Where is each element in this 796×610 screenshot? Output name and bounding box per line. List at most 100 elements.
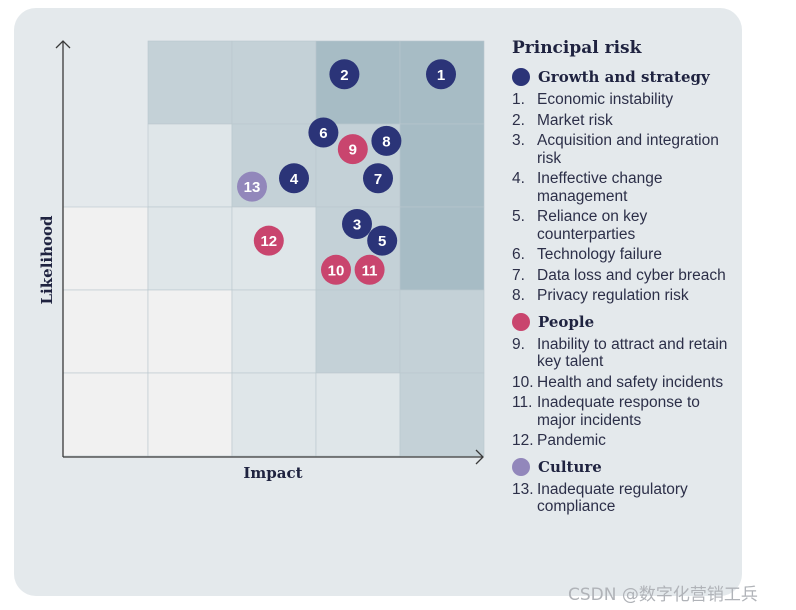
heat-cell xyxy=(315,372,401,457)
heat-cell xyxy=(399,289,485,374)
risk-point-5: 5 xyxy=(367,225,398,256)
risk-point-marker xyxy=(329,59,360,90)
legend-item-number: 10. xyxy=(512,373,534,391)
legend-item-number: 6. xyxy=(512,246,525,263)
risk-point-label: 1 xyxy=(437,67,445,84)
legend-item-text: Economic instability xyxy=(537,91,674,108)
risk-point-label: 5 xyxy=(378,233,386,250)
risk-point-10: 10 xyxy=(321,254,351,285)
risk-point-label: 13 xyxy=(244,179,261,196)
legend-item-text: Market risk xyxy=(537,111,613,129)
risk-point-marker xyxy=(363,163,393,194)
heat-cell xyxy=(231,372,317,457)
legend-item-number: 12. xyxy=(512,432,534,449)
legend-item-number: 7. xyxy=(512,266,525,284)
legend-group-culture: Culture 13. Inadequate regulatory complia… xyxy=(512,457,740,516)
risk-point-12: 12 xyxy=(253,225,284,256)
legend: Principal risk Growth and strategy 1. Eco… xyxy=(512,38,740,524)
legend-group-name: Culture xyxy=(538,457,602,476)
legend-item-number: 3. xyxy=(512,132,525,149)
x-axis-label: Impact xyxy=(243,464,302,482)
risk-point-label: 3 xyxy=(353,217,361,234)
legend-item-text: Inability to attract and retain key tale… xyxy=(537,335,728,371)
growth-dot-icon xyxy=(512,68,530,86)
legend-item: 11. Inadequate response to major incident… xyxy=(512,394,740,429)
legend-title: Principal risk xyxy=(512,38,642,58)
heat-cell xyxy=(399,206,485,291)
legend-item: 4. Ineffective change management xyxy=(512,170,740,205)
legend-item-number: 4. xyxy=(512,170,525,187)
watermark: CSDN @数字化营销工兵 xyxy=(568,585,758,605)
risk-point-marker xyxy=(253,225,284,256)
risk-point-label: 4 xyxy=(290,171,299,188)
heat-cell xyxy=(231,40,317,125)
legend-item-number: 5. xyxy=(512,208,525,225)
legend-item-text: Data loss and cyber breach xyxy=(537,266,726,284)
risk-point-label: 11 xyxy=(362,262,378,279)
legend-item: 5. Reliance on key counterparties xyxy=(512,208,740,243)
heat-cell xyxy=(62,289,149,374)
legend-item-text: Inadequate regulatory compliance xyxy=(537,480,688,516)
risk-point-2: 2 xyxy=(329,59,360,90)
risk-point-marker xyxy=(367,225,398,256)
x-axis-arrow xyxy=(475,449,484,465)
risk-point-label: 6 xyxy=(319,125,327,142)
legend-item-text: Ineffective change management xyxy=(537,170,663,205)
y-axis-label: Likelihood xyxy=(38,215,56,304)
legend-group-name: People xyxy=(538,312,595,331)
risk-point-label: 10 xyxy=(328,262,345,279)
risk-point-8: 8 xyxy=(371,125,402,156)
heat-cell xyxy=(62,372,149,457)
legend-item-text: Reliance on key counterparties xyxy=(537,208,648,243)
heat-cell xyxy=(315,40,401,125)
heat-cell xyxy=(147,206,233,291)
risk-point-7: 7 xyxy=(363,163,393,194)
heat-cell xyxy=(399,123,485,208)
culture-dot-icon xyxy=(512,457,530,476)
legend-group-header: Growth and strategy xyxy=(512,68,740,86)
legend-group-name: Growth and strategy xyxy=(538,68,710,86)
legend-item-number: 9. xyxy=(512,335,525,353)
risk-point-label: 8 xyxy=(382,133,390,150)
legend-item-number: 11. xyxy=(512,394,533,411)
people-dot-icon xyxy=(512,312,530,331)
legend-item-text: Technology failure xyxy=(537,246,662,263)
risk-point-9: 9 xyxy=(337,134,368,165)
risk-point-marker xyxy=(342,209,372,240)
legend-group-growth: Growth and strategy 1. Economic instabili… xyxy=(512,68,740,305)
heat-cell xyxy=(147,123,233,208)
legend-item-number: 2. xyxy=(512,111,525,129)
legend-item-number: 1. xyxy=(512,91,525,108)
y-axis-arrow xyxy=(55,40,71,49)
legend-item: 8. Privacy regulation risk xyxy=(512,287,740,305)
risk-point-label: 9 xyxy=(349,142,357,159)
heat-cell xyxy=(147,40,233,125)
risk-point-marker xyxy=(354,254,385,285)
legend-item-text: Acquisition and integration risk xyxy=(537,132,719,167)
legend-item: 13. Inadequate regulatory compliance xyxy=(512,481,740,516)
legend-group-header: Culture xyxy=(512,457,740,476)
legend-item: 2. Market risk xyxy=(512,112,740,130)
risk-point-marker xyxy=(237,171,267,202)
legend-item: 10. Health and safety incidents xyxy=(512,374,740,392)
risk-point-13: 13 xyxy=(237,171,267,202)
heat-cells xyxy=(62,40,485,457)
axes: Impact Likelihood xyxy=(38,40,484,482)
legend-item: 9. Inability to attract and retain key ta… xyxy=(512,336,740,371)
risk-point-marker xyxy=(371,125,402,156)
risk-point-11: 11 xyxy=(354,254,385,285)
risk-point-4: 4 xyxy=(279,163,309,194)
legend-item: 1. Economic instability xyxy=(512,91,740,109)
risk-point-marker xyxy=(337,134,368,165)
legend-item-text: Inadequate response to major incidents xyxy=(537,394,700,429)
legend-item: 6. Technology failure xyxy=(512,246,740,264)
risk-point-marker xyxy=(279,163,309,194)
legend-item-text: Health and safety incidents xyxy=(537,373,724,391)
risk-point-6: 6 xyxy=(308,117,339,148)
risk-point-marker xyxy=(426,59,456,90)
heat-cell xyxy=(147,372,233,457)
risk-point-label: 2 xyxy=(340,67,348,84)
risk-point-3: 3 xyxy=(342,209,372,240)
